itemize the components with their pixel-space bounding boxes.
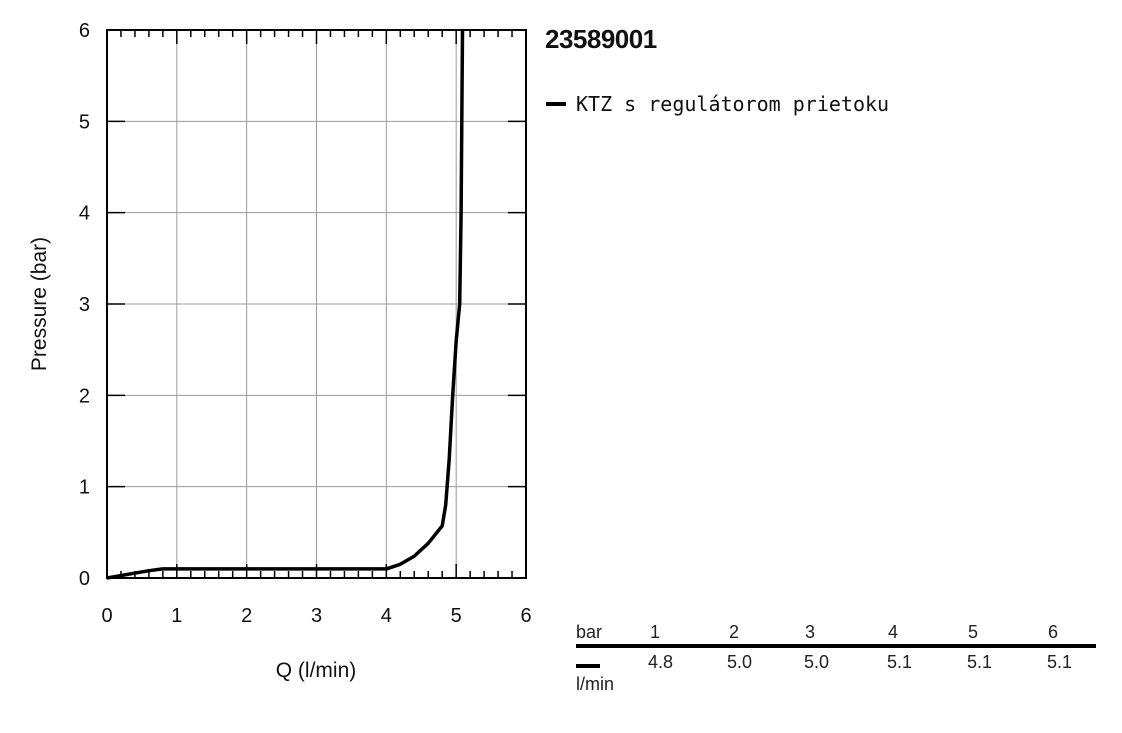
table-flow-cell: 4.8	[648, 652, 674, 672]
y-tick-label: 1	[79, 477, 90, 499]
table-flow-unit: l/min	[576, 674, 615, 694]
y-tick-label: 3	[79, 294, 90, 316]
y-tick-label: 0	[79, 568, 90, 590]
x-axis-title: Q (l/min)	[276, 659, 357, 682]
table-pressure-cell: 1	[650, 622, 661, 642]
y-tick-labels: 0 1 2 3 4 5 6	[79, 20, 90, 590]
table-header-row: bar 1 2 3 4 5 6	[576, 622, 1096, 646]
x-tick-label: 4	[381, 605, 392, 627]
table-flow-cell: 5.0	[804, 652, 830, 672]
x-tick-label: 5	[451, 605, 462, 627]
x-tick-label: 6	[520, 605, 531, 627]
x-tick-label: 0	[101, 605, 112, 627]
table-header-unit: bar	[576, 622, 603, 642]
x-tick-label: 3	[311, 605, 322, 627]
table-pressure-cell: 6	[1048, 622, 1059, 642]
plot-frame	[106, 29, 527, 579]
table-flow-cell: 5.1	[1047, 652, 1073, 672]
table-pressure-cell: 2	[729, 622, 740, 642]
x-tick-label: 2	[241, 605, 252, 627]
table-pressure-cell: 5	[968, 622, 979, 642]
x-tick-label: 1	[171, 605, 182, 627]
y-tick-label: 6	[79, 20, 90, 42]
y-axis-title: Pressure (bar)	[28, 237, 51, 371]
table-flow-cell: 5.0	[727, 652, 753, 672]
grid-lines	[107, 30, 526, 578]
flow-table: bar 1 2 3 4 5 6 l/min 4.8 5.0 5.0 5.1 5.…	[576, 622, 1096, 694]
chart-title: 23589001	[545, 24, 657, 54]
x-tick-labels: 0 1 2 3 4 5 6	[101, 605, 531, 627]
table-flow-cell: 5.1	[967, 652, 993, 672]
table-series-swatch	[576, 664, 600, 668]
legend: KTZ s regulátorom prietoku	[546, 92, 889, 116]
y-tick-label: 4	[79, 203, 90, 225]
table-flow-row: l/min 4.8 5.0 5.0 5.1 5.1 5.1	[576, 652, 1096, 696]
table-pressure-cell: 3	[805, 622, 816, 642]
y-tick-label: 5	[79, 111, 90, 133]
legend-label: KTZ s regulátorom prietoku	[576, 92, 890, 116]
pressure-flow-chart: 0 1 2 3 4 5 6 0 1 2 3 4 5 6 Q (l/min) Pressure (bar)	[28, 20, 532, 682]
table-flow-cell: 5.1	[887, 652, 913, 672]
table-rule	[576, 644, 1096, 648]
series-line	[106, 29, 465, 580]
legend-swatch	[546, 102, 566, 106]
table-pressure-cell: 4	[888, 622, 899, 642]
y-tick-label: 2	[79, 385, 90, 407]
